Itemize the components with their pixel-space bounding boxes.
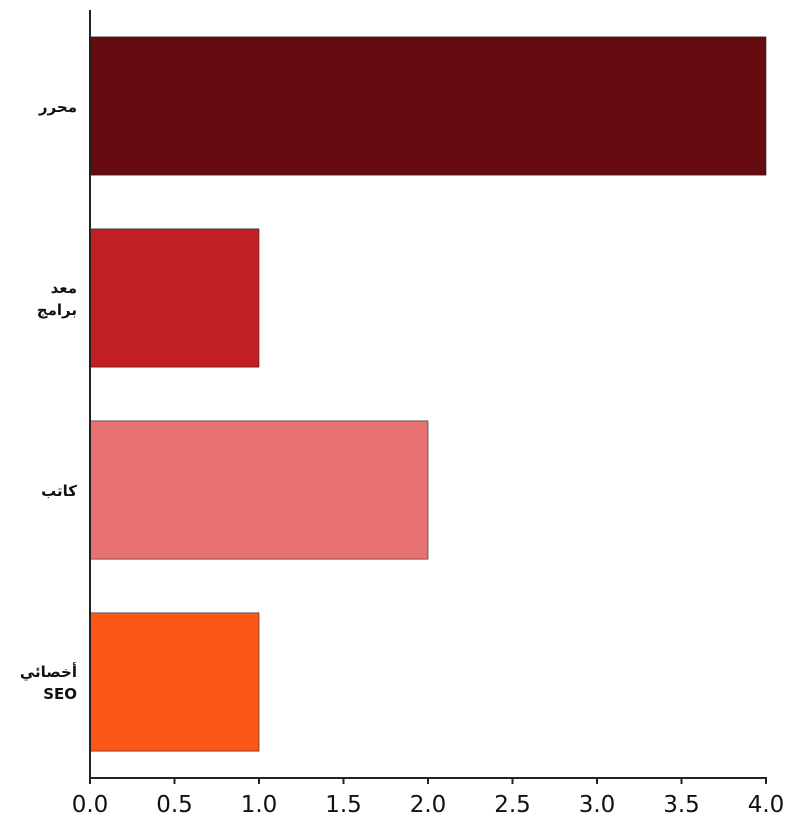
category-labels: محرر معد برامج كاتب أخصائي SEO <box>20 98 77 703</box>
x-tick-label: 0.5 <box>156 792 193 816</box>
x-tick-label: 2.0 <box>410 792 447 816</box>
bars-group <box>89 36 767 752</box>
category-label: كاتب <box>41 482 77 500</box>
x-tick-label: 1.0 <box>241 792 278 816</box>
bar <box>89 36 767 176</box>
category-label: أخصائي <box>20 662 77 681</box>
category-label: SEO <box>43 685 77 703</box>
bar <box>89 612 260 752</box>
bar <box>89 228 260 368</box>
x-tick-label: 0.0 <box>72 792 109 816</box>
bar <box>89 420 429 560</box>
category-label: برامج <box>37 301 77 319</box>
category-label: معد <box>51 279 77 297</box>
x-tick-label: 1.5 <box>325 792 362 816</box>
x-tick-label: 2.5 <box>494 792 531 816</box>
x-tick-label: 3.0 <box>579 792 616 816</box>
x-axis-ticks: 0.0 0.5 1.0 1.5 2.0 2.5 3.0 3.5 4.0 <box>72 778 785 816</box>
x-tick-label: 4.0 <box>748 792 785 816</box>
x-tick-label: 3.5 <box>663 792 700 816</box>
category-label: محرر <box>38 98 77 116</box>
